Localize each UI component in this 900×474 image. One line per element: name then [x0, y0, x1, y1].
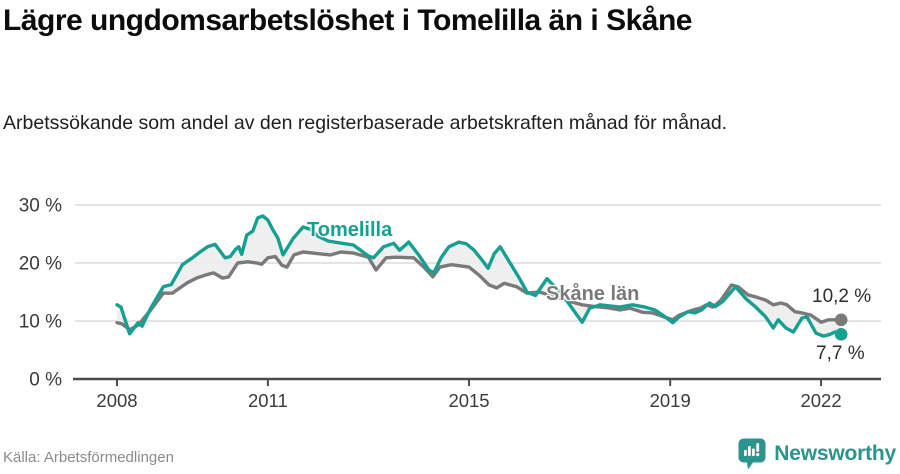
end-value-skane: 10,2 % — [812, 286, 872, 307]
page-title: Lägre ungdomsarbetslöshet i Tomelilla än… — [3, 4, 692, 37]
svg-text:2022: 2022 — [800, 390, 841, 411]
svg-text:30 %: 30 % — [19, 196, 62, 217]
newsworthy-logo: Newsworthy — [737, 437, 896, 470]
svg-text:10 %: 10 % — [19, 312, 62, 333]
newsworthy-logo-icon — [738, 438, 766, 470]
series-label-tomelilla: Tomelilla — [307, 219, 393, 241]
svg-text:2008: 2008 — [96, 390, 137, 411]
source-note: Källa: Arbetsförmedlingen — [3, 449, 174, 466]
newsworthy-logo-text: Newsworthy — [774, 441, 896, 465]
svg-text:2019: 2019 — [650, 390, 691, 411]
page-subtitle: Arbetssökande som andel av den registerb… — [3, 112, 728, 134]
svg-text:2015: 2015 — [448, 390, 489, 411]
end-value-tomelilla: 7,7 % — [816, 343, 865, 364]
svg-text:20 %: 20 % — [19, 254, 62, 275]
footer: Källa: Arbetsförmedlingen Newsworthy — [0, 434, 900, 474]
svg-text:2011: 2011 — [248, 390, 288, 411]
svg-text:0 %: 0 % — [29, 370, 62, 391]
line-chart: 0 % 10 % 20 % 30 % 2008 2011 2015 2019 2022 — [19, 196, 881, 411]
series-label-skane: Skåne län — [546, 283, 640, 305]
